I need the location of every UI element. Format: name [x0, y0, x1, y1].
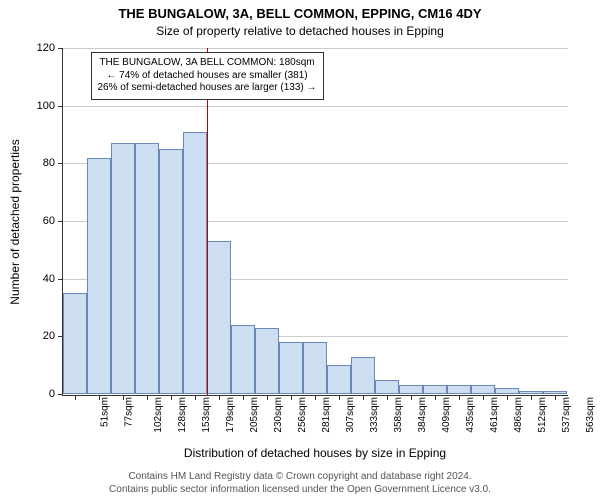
x-tick-label: 486sqm: [513, 397, 524, 433]
y-tick-label: 0: [49, 388, 63, 400]
y-tick-label: 40: [43, 273, 63, 285]
plot-area: 02040608010012051sqm77sqm102sqm128sqm153…: [62, 48, 568, 396]
x-tick-label: 563sqm: [585, 397, 596, 433]
chart-title: THE BUNGALOW, 3A, BELL COMMON, EPPING, C…: [0, 6, 600, 21]
x-tick-mark: [75, 395, 76, 400]
x-tick-mark: [459, 395, 460, 400]
x-tick-label: 461sqm: [489, 397, 500, 433]
annotation-line-3: 26% of semi-detached houses are larger (…: [98, 82, 317, 95]
x-tick-mark: [267, 395, 268, 400]
bar: [159, 149, 183, 394]
bar: [447, 385, 471, 394]
x-tick-mark: [363, 395, 364, 400]
x-tick-label: 281sqm: [321, 397, 332, 433]
x-axis-label: Distribution of detached houses by size …: [62, 446, 568, 460]
x-tick-label: 230sqm: [273, 397, 284, 433]
footer-line-1: Contains HM Land Registry data © Crown c…: [0, 471, 600, 484]
x-tick-mark: [435, 395, 436, 400]
annotation-box: THE BUNGALOW, 3A BELL COMMON: 180sqm ← 7…: [91, 52, 324, 100]
x-tick-label: 77sqm: [124, 397, 135, 427]
x-tick-mark: [99, 395, 100, 400]
x-tick-mark: [243, 395, 244, 400]
y-axis-label: Number of detached properties: [8, 48, 22, 396]
x-tick-label: 153sqm: [201, 397, 212, 433]
footer-line-2: Contains public sector information licen…: [0, 484, 600, 497]
bar: [135, 143, 159, 394]
x-tick-label: 333sqm: [369, 397, 380, 433]
x-tick-mark: [411, 395, 412, 400]
gridline: [63, 106, 568, 107]
x-tick-mark: [483, 395, 484, 400]
x-tick-mark: [531, 395, 532, 400]
x-tick-label: 205sqm: [249, 397, 260, 433]
x-tick-mark: [123, 395, 124, 400]
x-tick-label: 537sqm: [561, 397, 572, 433]
bar: [111, 143, 135, 394]
bar: [327, 365, 351, 394]
x-tick-mark: [315, 395, 316, 400]
x-tick-label: 128sqm: [177, 397, 188, 433]
y-tick-label: 120: [37, 42, 63, 54]
y-tick-label: 80: [43, 157, 63, 169]
x-tick-mark: [195, 395, 196, 400]
x-tick-label: 256sqm: [297, 397, 308, 433]
bar: [279, 342, 303, 394]
x-tick-mark: [219, 395, 220, 400]
bar: [471, 385, 495, 394]
x-tick-label: 435sqm: [465, 397, 476, 433]
x-tick-label: 512sqm: [537, 397, 548, 433]
x-tick-label: 102sqm: [153, 397, 164, 433]
annotation-line-2: ← 74% of detached houses are smaller (38…: [98, 70, 317, 83]
bar: [183, 132, 207, 394]
bar: [519, 391, 543, 394]
bar: [351, 357, 375, 394]
bar: [399, 385, 423, 394]
bar: [423, 385, 447, 394]
y-tick-label: 100: [37, 100, 63, 112]
reference-line: [207, 48, 208, 395]
annotation-line-1: THE BUNGALOW, 3A BELL COMMON: 180sqm: [98, 57, 317, 70]
bar: [375, 380, 399, 394]
x-tick-mark: [291, 395, 292, 400]
bar: [207, 241, 231, 394]
bar: [303, 342, 327, 394]
bar: [543, 391, 567, 394]
bar: [255, 328, 279, 394]
x-tick-label: 307sqm: [345, 397, 356, 433]
x-tick-mark: [339, 395, 340, 400]
x-tick-mark: [171, 395, 172, 400]
footer: Contains HM Land Registry data © Crown c…: [0, 471, 600, 496]
bar: [495, 388, 519, 394]
bar: [231, 325, 255, 394]
x-tick-mark: [387, 395, 388, 400]
x-tick-label: 384sqm: [417, 397, 428, 433]
histogram-chart: THE BUNGALOW, 3A, BELL COMMON, EPPING, C…: [0, 0, 600, 500]
y-tick-label: 60: [43, 215, 63, 227]
gridline: [63, 48, 568, 49]
chart-subtitle: Size of property relative to detached ho…: [0, 24, 600, 38]
bar: [87, 158, 111, 394]
x-tick-label: 179sqm: [225, 397, 236, 433]
x-tick-label: 51sqm: [100, 397, 111, 427]
x-tick-label: 358sqm: [393, 397, 404, 433]
x-tick-label: 409sqm: [441, 397, 452, 433]
x-tick-mark: [555, 395, 556, 400]
x-tick-mark: [507, 395, 508, 400]
y-tick-label: 20: [43, 330, 63, 342]
bar: [63, 293, 87, 394]
x-tick-mark: [147, 395, 148, 400]
